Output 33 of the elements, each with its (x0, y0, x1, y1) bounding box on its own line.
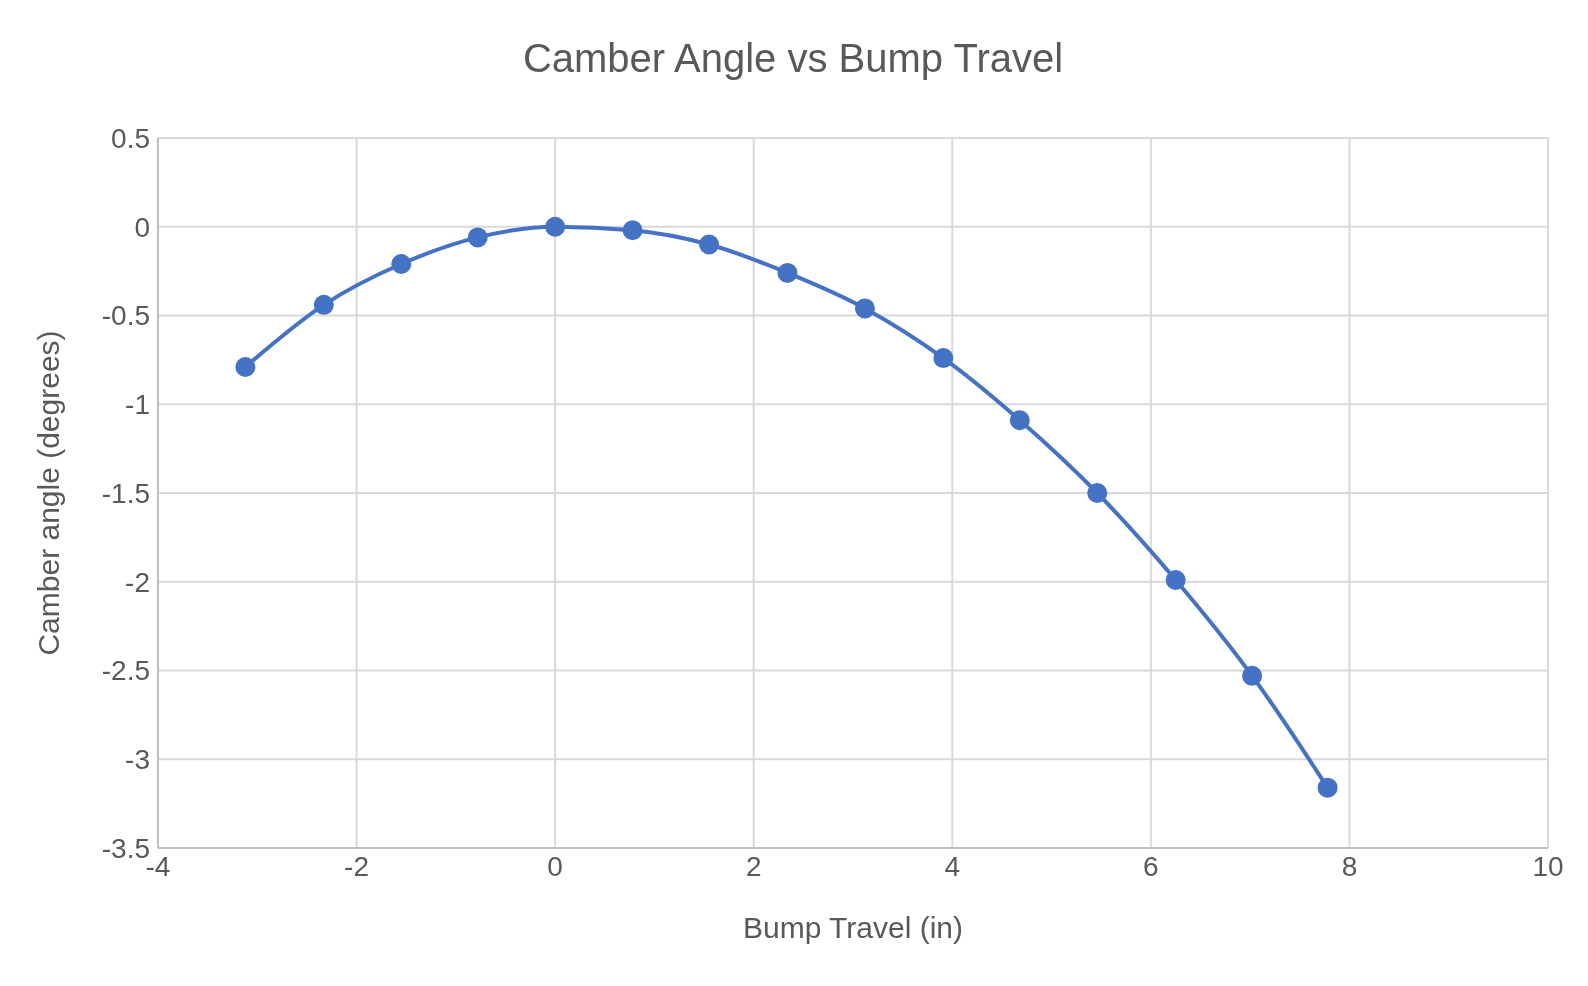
y-tick-label: -2.5 (101, 655, 150, 687)
y-tick-label: -1.5 (101, 477, 150, 509)
point (1165, 569, 1186, 590)
point (854, 298, 875, 319)
y-tick-label: -2 (125, 566, 150, 598)
x-tick-label: 4 (944, 850, 961, 882)
point (777, 262, 798, 283)
y-tick-label: -3 (125, 744, 150, 776)
chart-title: Camber Angle vs Bump Travel (521, 35, 1065, 82)
x-axis-title: Bump Travel (in) (742, 911, 964, 944)
point (1087, 483, 1108, 503)
point (1009, 410, 1030, 431)
point (545, 216, 566, 237)
x-tick-label: 2 (745, 850, 762, 882)
point (1317, 777, 1338, 798)
y-tick-label: 0.5 (111, 122, 150, 154)
y-tick-label: 0 (134, 211, 150, 243)
x-tick-label: 10 (1532, 850, 1564, 882)
y-tick-label: -1 (125, 389, 150, 421)
y-tick-label: -0.5 (101, 300, 150, 332)
x-tick-label: -2 (344, 850, 370, 882)
point (467, 227, 488, 248)
x-tick-label: 8 (1341, 850, 1358, 882)
point (391, 254, 412, 275)
point (313, 294, 334, 315)
point (622, 220, 643, 241)
point (933, 348, 954, 369)
point (699, 234, 720, 255)
x-tick-label: 6 (1143, 850, 1159, 882)
y-axis-title: Camber angle (degrees) (31, 330, 65, 656)
x-tick-label: 0 (547, 850, 563, 882)
point (235, 356, 256, 377)
point (1242, 665, 1263, 686)
